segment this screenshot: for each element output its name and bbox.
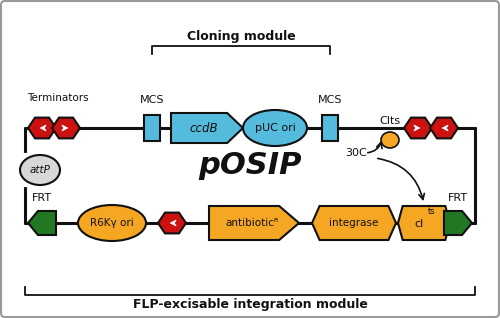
Polygon shape (444, 211, 472, 235)
Text: 30C: 30C (345, 148, 367, 158)
Text: Cloning module: Cloning module (186, 30, 296, 43)
Polygon shape (28, 118, 56, 138)
Polygon shape (398, 206, 450, 240)
Polygon shape (40, 125, 46, 131)
Text: MCS: MCS (140, 95, 164, 105)
Text: pOSIP: pOSIP (198, 151, 302, 181)
Text: antibioticᴿ: antibioticᴿ (225, 218, 279, 228)
Text: R6Kγ ori: R6Kγ ori (90, 218, 134, 228)
Text: cl: cl (414, 219, 424, 229)
Text: CIts: CIts (380, 116, 400, 126)
Ellipse shape (243, 110, 307, 146)
Polygon shape (442, 125, 448, 131)
Polygon shape (28, 211, 56, 235)
Text: MCS: MCS (318, 95, 342, 105)
Polygon shape (404, 118, 432, 138)
Ellipse shape (381, 132, 399, 148)
Polygon shape (209, 206, 299, 240)
Text: pUC ori: pUC ori (254, 123, 296, 133)
Text: integrase: integrase (330, 218, 378, 228)
Polygon shape (312, 206, 396, 240)
Text: FRT: FRT (448, 193, 468, 203)
Polygon shape (414, 125, 420, 131)
FancyBboxPatch shape (144, 115, 160, 141)
Polygon shape (158, 213, 186, 233)
Polygon shape (62, 125, 68, 131)
Text: FLP-excisable integration module: FLP-excisable integration module (132, 298, 368, 311)
Text: Terminators: Terminators (27, 93, 89, 103)
Ellipse shape (20, 155, 60, 185)
Polygon shape (430, 118, 458, 138)
Polygon shape (171, 113, 243, 143)
Polygon shape (52, 118, 80, 138)
Text: attP: attP (30, 165, 50, 175)
Ellipse shape (78, 205, 146, 241)
Text: ccdB: ccdB (190, 121, 218, 135)
Text: FRT: FRT (32, 193, 52, 203)
Polygon shape (170, 220, 176, 226)
FancyBboxPatch shape (322, 115, 338, 141)
Text: ts: ts (428, 207, 436, 216)
